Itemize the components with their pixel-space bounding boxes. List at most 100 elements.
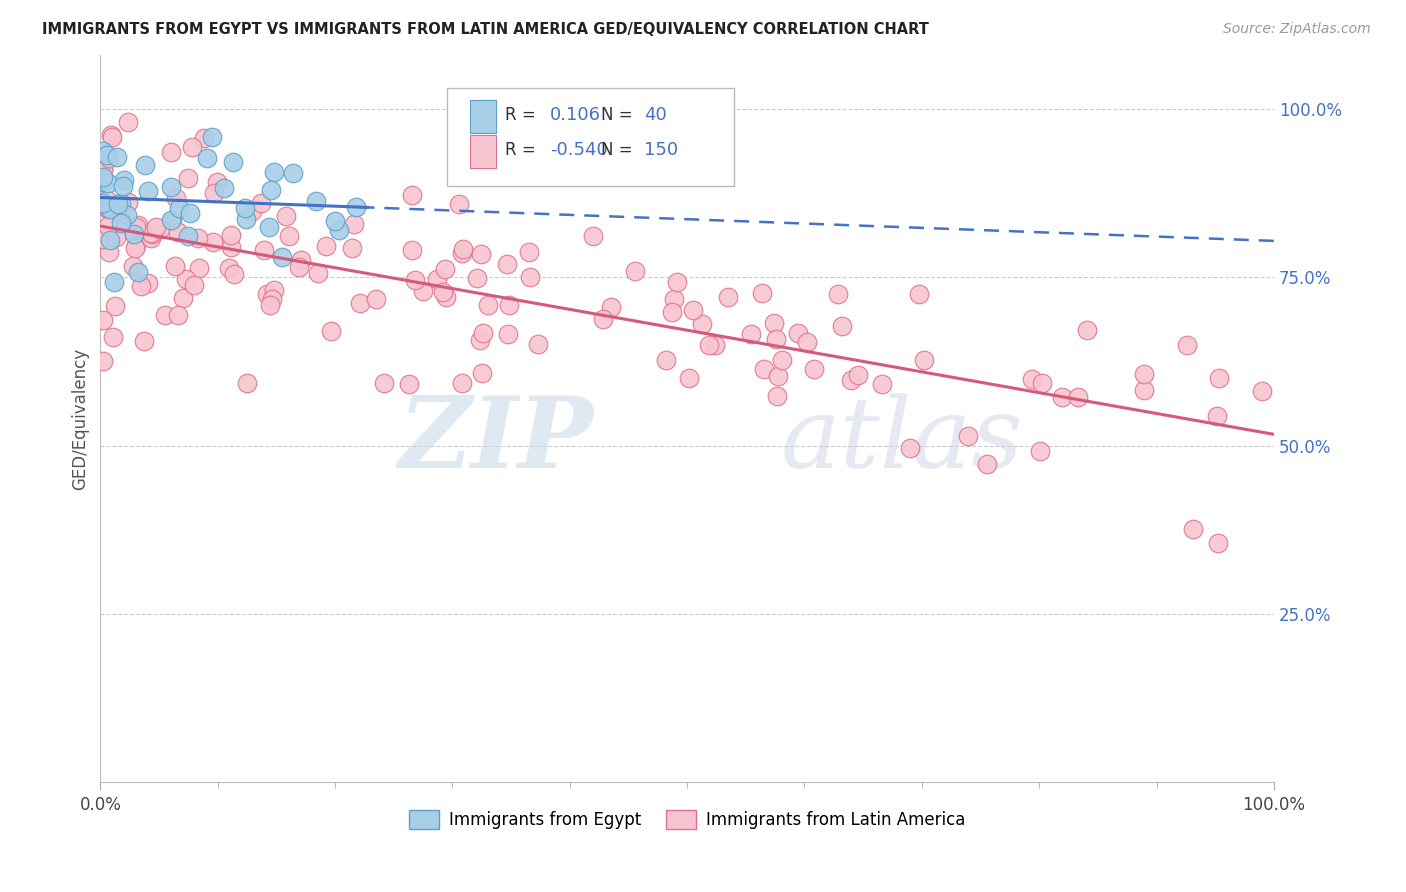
Point xyxy=(412,284,434,298)
Point xyxy=(349,296,371,310)
Point xyxy=(235,212,257,227)
Point xyxy=(434,290,457,304)
Point xyxy=(898,441,921,455)
Point xyxy=(160,179,183,194)
Point xyxy=(212,181,235,195)
Point xyxy=(110,216,132,230)
Point xyxy=(103,275,125,289)
Point xyxy=(91,231,114,245)
Point xyxy=(1067,390,1090,404)
Point xyxy=(957,428,980,442)
Point xyxy=(96,147,118,161)
Point xyxy=(599,301,621,315)
Point xyxy=(496,257,519,271)
Point xyxy=(183,277,205,292)
Point xyxy=(831,318,853,333)
Point xyxy=(91,312,114,326)
Point xyxy=(177,170,200,185)
Point xyxy=(263,283,285,297)
Point xyxy=(1050,390,1073,404)
Text: -0.540: -0.540 xyxy=(550,142,607,160)
Point xyxy=(343,218,366,232)
Point xyxy=(517,245,540,260)
Point xyxy=(912,352,935,367)
Point xyxy=(655,352,678,367)
Point xyxy=(155,308,177,322)
Point xyxy=(104,230,127,244)
Point xyxy=(470,247,492,261)
Point xyxy=(187,260,209,275)
Point xyxy=(498,298,520,312)
Text: 150: 150 xyxy=(644,142,678,160)
Point xyxy=(766,389,789,403)
Text: Source: ZipAtlas.com: Source: ZipAtlas.com xyxy=(1223,22,1371,37)
Point xyxy=(401,187,423,202)
Point xyxy=(623,264,645,278)
Point xyxy=(222,155,245,169)
Point xyxy=(315,239,337,253)
Point xyxy=(839,373,862,387)
Point xyxy=(323,214,346,228)
Point xyxy=(328,223,350,237)
Point xyxy=(662,292,685,306)
Point xyxy=(98,202,121,217)
Point xyxy=(107,197,129,211)
Point xyxy=(477,298,499,312)
Point xyxy=(766,368,789,383)
FancyBboxPatch shape xyxy=(470,100,496,133)
Point xyxy=(257,219,280,234)
Point xyxy=(471,326,494,340)
Point xyxy=(1133,384,1156,398)
FancyBboxPatch shape xyxy=(470,135,496,168)
Point xyxy=(91,144,114,158)
Point xyxy=(283,166,305,180)
Point xyxy=(364,292,387,306)
Point xyxy=(110,213,132,227)
Point xyxy=(404,273,426,287)
Point xyxy=(195,151,218,165)
Point xyxy=(319,324,342,338)
Point xyxy=(122,227,145,241)
Point xyxy=(101,130,124,145)
Point xyxy=(1029,444,1052,458)
Point xyxy=(278,228,301,243)
Point xyxy=(167,201,190,215)
Point xyxy=(97,219,120,234)
Point xyxy=(1208,370,1230,384)
Point xyxy=(263,165,285,179)
Point xyxy=(117,115,139,129)
Point xyxy=(166,308,188,322)
Point xyxy=(187,230,209,244)
Point xyxy=(98,245,121,260)
Point xyxy=(100,128,122,142)
Point xyxy=(471,366,494,380)
Point xyxy=(1021,372,1043,386)
Point xyxy=(104,299,127,313)
Point xyxy=(787,326,810,341)
Point xyxy=(219,227,242,242)
Point xyxy=(796,335,818,350)
Point xyxy=(207,175,229,189)
Point xyxy=(235,376,257,390)
Point xyxy=(127,218,149,232)
Point xyxy=(145,219,167,234)
Point xyxy=(592,312,614,326)
Point xyxy=(765,333,787,347)
Point xyxy=(96,193,118,207)
Point xyxy=(751,285,773,300)
Point xyxy=(287,260,309,274)
Point xyxy=(201,129,224,144)
Point xyxy=(450,376,472,391)
Point xyxy=(803,362,825,376)
Point xyxy=(1076,323,1098,337)
Point xyxy=(112,172,135,186)
Point xyxy=(1031,376,1053,390)
Point xyxy=(165,191,187,205)
Point xyxy=(179,206,201,220)
Text: N =: N = xyxy=(602,106,638,125)
Point xyxy=(136,184,159,198)
Point xyxy=(307,266,329,280)
Point xyxy=(274,209,297,223)
Point xyxy=(1182,522,1205,536)
Point xyxy=(129,279,152,293)
